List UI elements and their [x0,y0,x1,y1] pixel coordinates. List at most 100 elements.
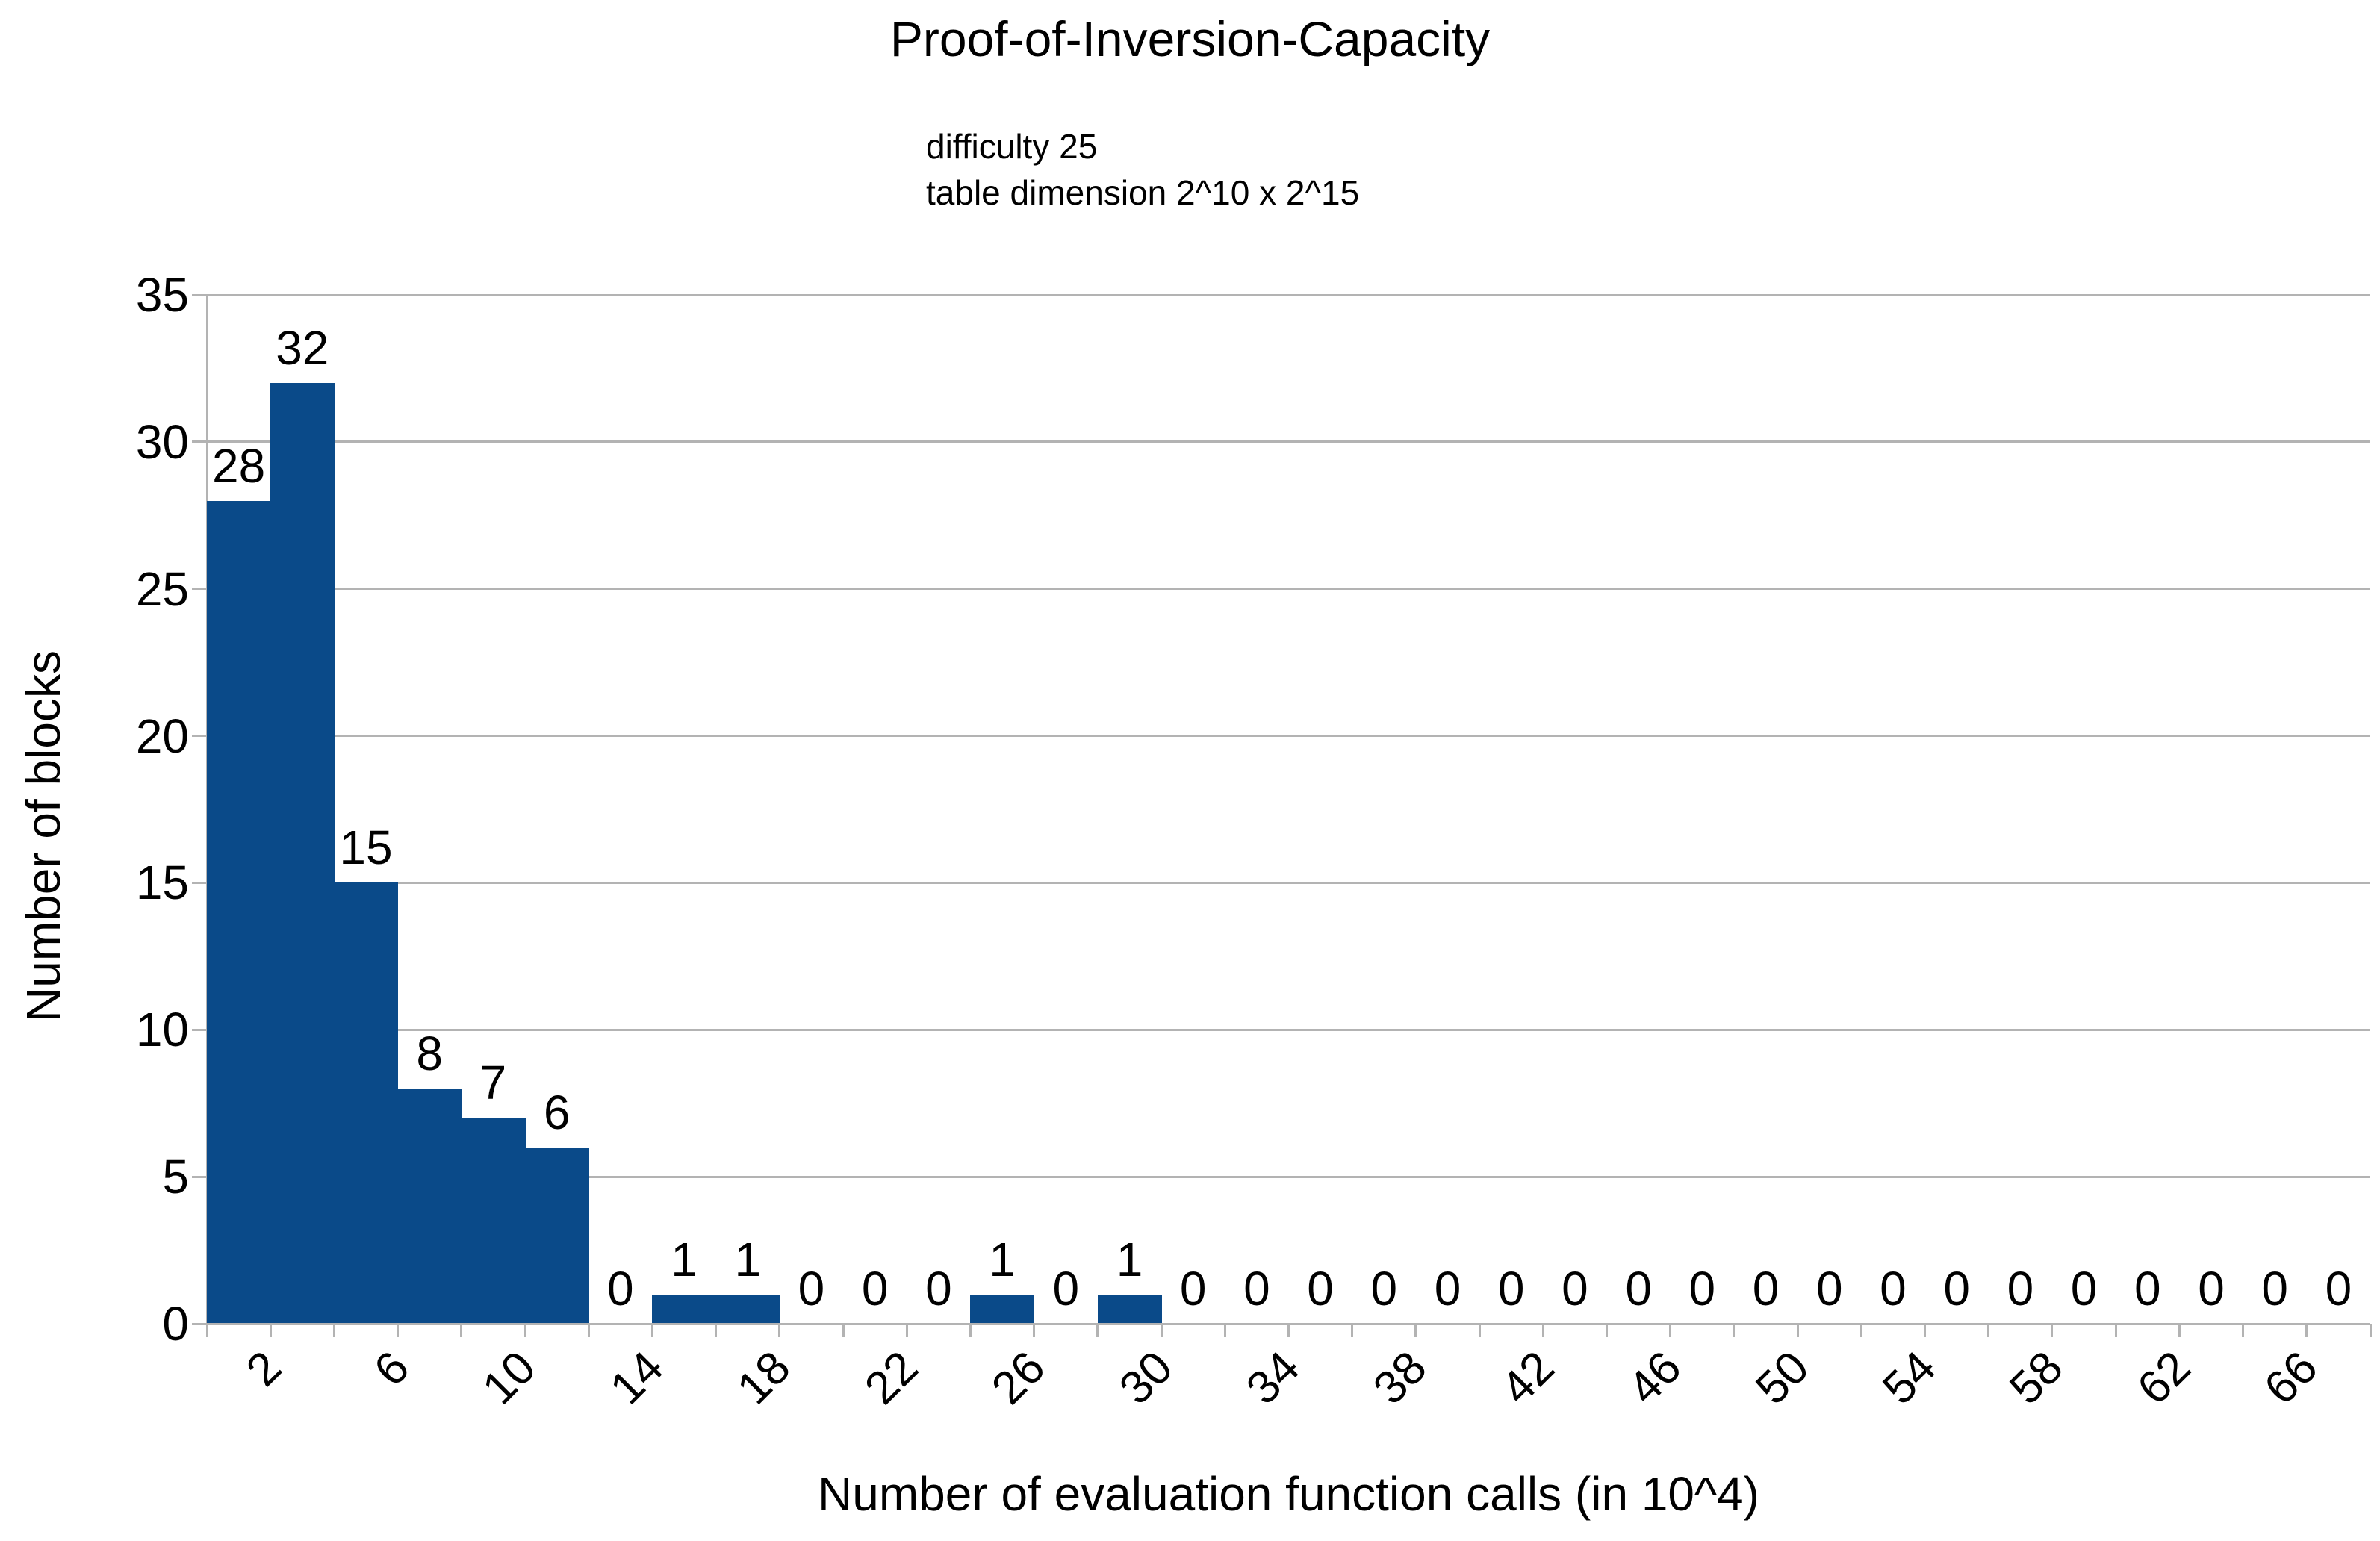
bar-category-30 [1097,1294,1162,1324]
bar-category-2 [207,500,271,1324]
x-axis-title: Number of evaluation function calls (in … [818,1467,1759,1521]
bar-category-12 [525,1147,589,1324]
data-label-category-38: 0 [1370,1262,1398,1316]
x-axis-tick-label: 38 [1364,1341,1437,1415]
x-axis-tick-label: 34 [1237,1341,1310,1415]
x-axis-tick-label: 6 [364,1341,419,1397]
x-axis-tick-label: 46 [1618,1341,1691,1415]
data-label-category-24: 0 [925,1262,952,1316]
y-axis-tick-label: 0 [162,1297,189,1351]
y-axis-tick-label: 30 [135,414,189,469]
x-axis-tick [2242,1324,2245,1337]
data-label-category-20: 0 [798,1262,825,1316]
data-label-category-28: 0 [1052,1262,1080,1316]
data-label-category-32: 0 [1179,1262,1207,1316]
x-axis-tick [1096,1324,1099,1337]
data-label-category-64: 0 [2198,1262,2225,1316]
data-label-category-26: 1 [989,1232,1016,1286]
x-axis-tick-label: 30 [1109,1341,1183,1415]
subtitle-line-table-dimension: table dimension 2^10 x 2^15 [926,173,1360,212]
gridline-y-15 [192,881,2370,884]
x-axis-tick [1796,1324,1799,1337]
data-label-category-42: 0 [1497,1262,1525,1316]
x-axis-tick [905,1324,908,1337]
data-label-category-8: 8 [416,1027,444,1081]
x-axis-tick-label: 10 [473,1341,547,1415]
chart-subtitle: difficulty 25 table dimension 2^10 x 2^1… [926,123,1359,216]
x-axis-tick [2369,1324,2372,1337]
x-axis-tick [1287,1324,1290,1337]
x-axis-tick [842,1324,845,1337]
bar-category-18 [715,1294,780,1324]
data-label-category-6: 15 [339,821,393,875]
data-label-category-4: 32 [276,321,329,376]
gridline-y-30 [192,440,2370,443]
gridline-y-25 [192,588,2370,591]
data-label-category-68: 0 [2325,1262,2352,1316]
x-axis-tick-label: 50 [1745,1341,1819,1415]
x-axis-tick [650,1324,653,1337]
x-axis-tick [969,1324,972,1337]
x-axis-tick [1987,1324,1990,1337]
bar-category-26 [970,1294,1035,1324]
data-label-category-62: 0 [2134,1262,2161,1316]
x-axis-tick-label: 62 [2127,1341,2201,1415]
data-label-category-16: 1 [671,1232,697,1286]
x-axis-tick-label: 26 [982,1341,1055,1415]
data-label-category-60: 0 [2070,1262,2098,1316]
x-axis-tick [2051,1324,2054,1337]
x-axis-tick-label: 14 [600,1341,674,1415]
x-axis-tick [269,1324,272,1337]
gridline-y-5 [192,1175,2370,1178]
x-axis-tick [523,1324,526,1337]
x-axis-tick [397,1324,400,1337]
data-label-category-44: 0 [1562,1262,1588,1316]
data-label-category-34: 0 [1243,1262,1270,1316]
data-label-category-58: 0 [2007,1262,2034,1316]
data-label-category-18: 1 [734,1232,762,1286]
x-axis-tick [1606,1324,1609,1337]
x-axis-tick [1351,1324,1354,1337]
data-label-category-2: 28 [212,438,266,493]
x-axis-tick [1669,1324,1672,1337]
data-label-category-54: 0 [1880,1262,1907,1316]
x-axis-tick [332,1324,335,1337]
x-axis-tick [460,1324,463,1337]
y-axis-tick-label: 15 [135,856,189,910]
x-axis-tick [587,1324,590,1337]
x-axis-tick [1033,1324,1036,1337]
data-label-category-36: 0 [1307,1262,1334,1316]
bar-category-6 [334,882,399,1324]
subtitle-line-difficulty: difficulty 25 [926,127,1098,166]
x-axis-tick-label: 2 [237,1341,292,1397]
x-axis-tick-label: 66 [2255,1341,2328,1415]
bar-category-4 [270,383,335,1324]
x-axis-tick [1478,1324,1481,1337]
data-label-category-30: 1 [1116,1232,1143,1286]
x-axis-tick [778,1324,781,1337]
x-axis-tick [715,1324,718,1337]
y-axis-tick-label: 35 [135,268,189,322]
bar-category-16 [652,1294,717,1324]
y-axis-tick-label: 10 [135,1003,189,1057]
x-axis-tick [1924,1324,1927,1337]
x-axis-tick-label: 22 [854,1341,928,1415]
data-label-category-40: 0 [1434,1262,1461,1316]
y-axis-title: Number of blocks [16,650,70,1022]
data-label-category-52: 0 [1815,1262,1843,1316]
x-axis-tick [1160,1324,1163,1337]
gridline-y-0-stub [192,1322,207,1325]
data-label-category-48: 0 [1688,1262,1716,1316]
x-axis-tick [1733,1324,1736,1337]
gridline-y-10 [192,1028,2370,1031]
x-axis-tick [205,1324,208,1337]
y-axis-tick-label: 25 [135,561,189,616]
x-axis-tick [1859,1324,1862,1337]
plot-area: 0 5 10 15 20 25 30 35 28 32 15 8 7 6 0 1 1 0 0 0 1 0 1 0 0 0 0 0 0 0 0… [136,270,2372,1414]
data-label-category-50: 0 [1752,1262,1780,1316]
data-label-category-14: 0 [607,1262,634,1316]
data-label-category-46: 0 [1625,1262,1652,1316]
x-axis-tick [2114,1324,2117,1337]
x-axis-tick [2305,1324,2308,1337]
